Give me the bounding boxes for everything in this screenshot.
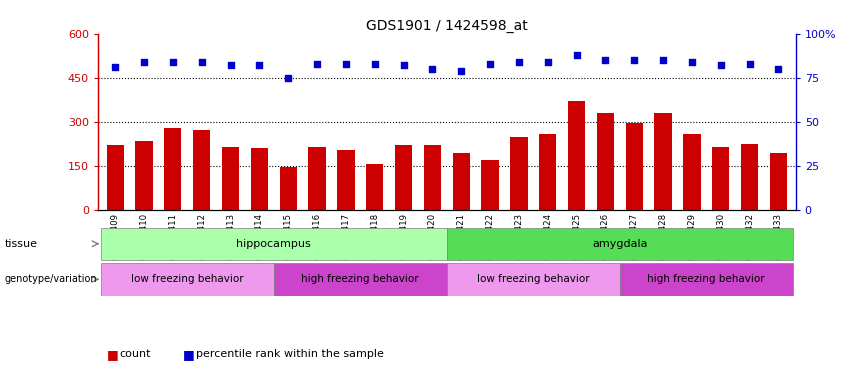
Bar [279,167,297,210]
Point [483,61,497,67]
Bar [447,228,793,260]
Bar [741,144,758,210]
Bar [683,134,700,210]
Point [627,57,641,63]
Point [397,63,410,69]
Text: high freezing behavior: high freezing behavior [648,274,765,284]
Point [743,61,757,67]
Text: genotype/variation: genotype/variation [4,274,97,284]
Bar [539,134,557,210]
Point [137,59,151,65]
Bar [770,153,787,210]
Bar [568,101,585,210]
Point [224,63,237,69]
Bar [135,141,152,210]
Text: low freezing behavior: low freezing behavior [131,274,243,284]
Point [426,66,439,72]
Text: ■: ■ [106,348,118,361]
Text: GDS1901 / 1424598_at: GDS1901 / 1424598_at [366,19,528,33]
Bar [164,128,181,210]
Point [656,57,670,63]
Point [339,61,352,67]
Point [282,75,295,81]
Point [685,59,699,65]
Bar [482,160,499,210]
Text: amygdala: amygdala [592,239,648,249]
Text: hippocampus: hippocampus [237,239,311,249]
Bar [222,147,239,210]
Bar [654,113,671,210]
Point [311,61,324,67]
Point [368,61,381,67]
Text: high freezing behavior: high freezing behavior [301,274,419,284]
Bar [100,263,274,296]
Point [195,59,208,65]
Bar [100,228,447,260]
Bar [337,150,355,210]
Text: count: count [119,350,151,359]
Bar [620,263,793,296]
Bar [251,148,268,210]
Bar [106,146,123,210]
Point [108,64,122,70]
Bar [453,153,470,210]
Point [772,66,785,72]
Text: low freezing behavior: low freezing behavior [477,274,590,284]
Text: tissue: tissue [4,239,37,249]
Point [512,59,526,65]
Bar [625,123,643,210]
Point [166,59,180,65]
Bar [597,113,614,210]
Point [714,63,728,69]
Point [541,59,555,65]
Bar [712,147,729,210]
Bar [511,137,528,210]
Point [454,68,468,74]
Bar [274,263,447,296]
Point [253,63,266,69]
Text: ■: ■ [183,348,195,361]
Bar [447,263,620,296]
Point [569,52,583,58]
Bar [395,146,412,210]
Bar [424,146,441,210]
Bar [193,130,210,210]
Point [598,57,612,63]
Bar [308,147,326,210]
Bar [366,165,383,210]
Text: percentile rank within the sample: percentile rank within the sample [196,350,384,359]
